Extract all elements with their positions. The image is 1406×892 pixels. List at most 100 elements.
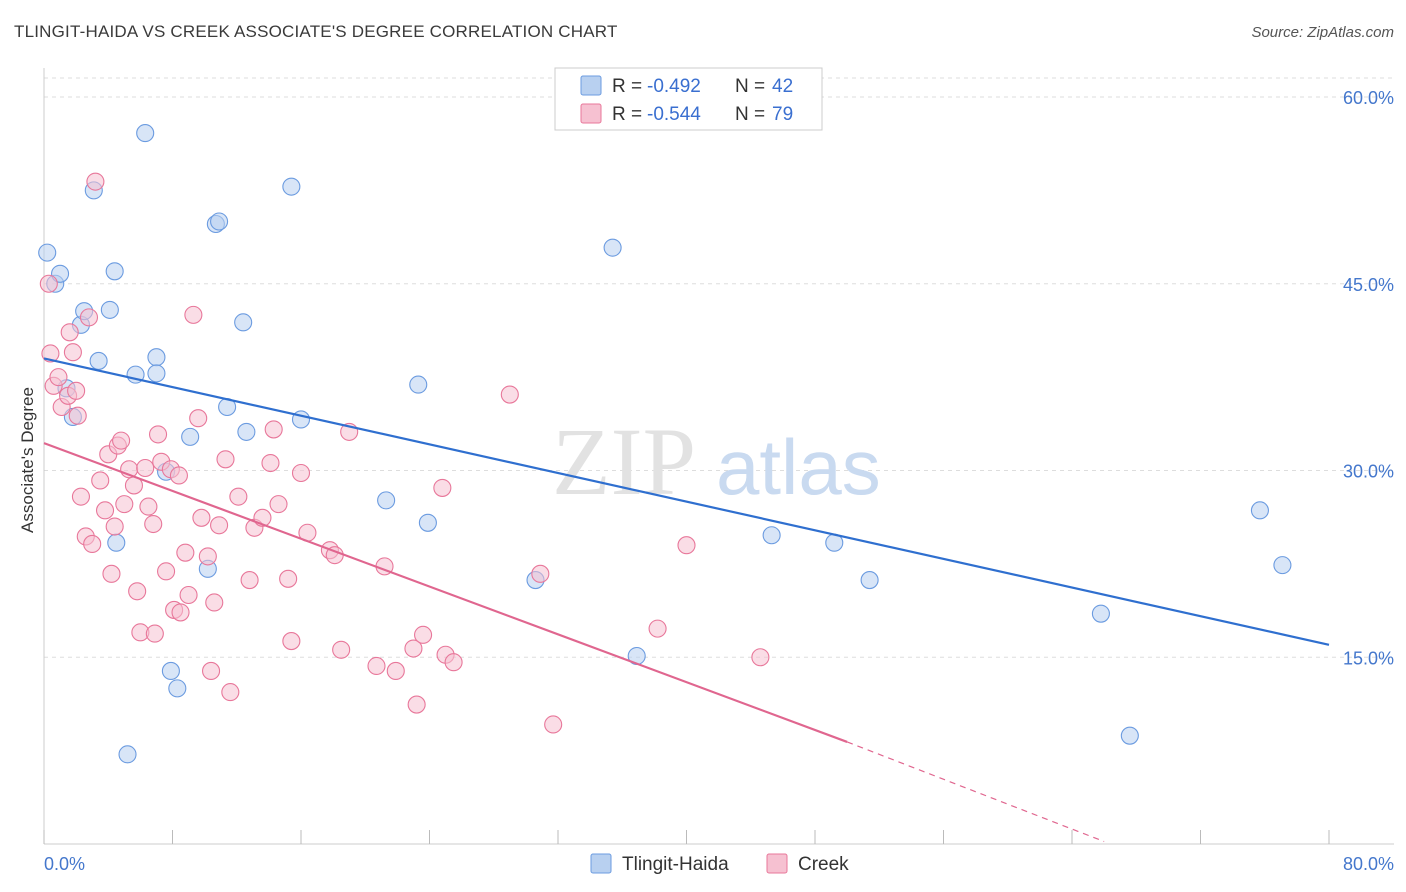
tlingit-haida-point xyxy=(282,177,301,196)
tlingit-haida-point xyxy=(1273,556,1292,575)
tlingit-haida-point xyxy=(418,513,437,532)
creek-point xyxy=(500,385,519,404)
creek-point xyxy=(677,536,696,555)
y-tick-label: 30.0% xyxy=(1343,462,1394,482)
creek-point xyxy=(229,487,248,506)
y-tick-label: 45.0% xyxy=(1343,275,1394,295)
tick-labels: 15.0% 30.0% 45.0% 60.0% 0.0% 80.0% xyxy=(44,88,1394,874)
tlingit-haida-point xyxy=(136,124,155,143)
creek-point xyxy=(144,514,163,534)
watermark-atlas: atlas xyxy=(716,423,881,511)
tlingit-haida-point xyxy=(118,745,137,764)
creek-point xyxy=(751,648,770,667)
legend-r-value: -0.492 xyxy=(647,76,701,97)
tlingit-haida-point xyxy=(1120,726,1139,745)
creek-point xyxy=(433,478,452,497)
creek-trend-line xyxy=(43,442,848,743)
creek-point xyxy=(136,458,155,478)
creek-point xyxy=(68,406,87,425)
creek-point xyxy=(261,453,280,473)
creek-point xyxy=(112,431,131,450)
tlingit-haida-point xyxy=(409,375,428,394)
tlingit-haida-point xyxy=(181,427,200,446)
tlingit-haida-point xyxy=(1091,604,1110,623)
tlingit-haida-point xyxy=(1250,501,1269,520)
tlingit-haida-point xyxy=(603,238,622,257)
creek-point xyxy=(105,517,124,536)
axes: Associate's Degree xyxy=(18,68,1394,845)
creek-point xyxy=(544,715,563,734)
creek-point xyxy=(39,274,58,293)
creek-point xyxy=(198,547,217,566)
creek-point xyxy=(79,308,99,327)
x-tick-label-max: 80.0% xyxy=(1343,854,1394,874)
tlingit-haida-point xyxy=(100,300,119,319)
y-tick-label: 60.0% xyxy=(1343,88,1394,108)
creek-point xyxy=(179,585,198,605)
creek-point xyxy=(282,632,301,651)
bottom-legend: Tlingit-Haida Creek xyxy=(590,853,849,875)
creek-point xyxy=(216,450,235,469)
creek-point xyxy=(386,661,405,680)
bottom-legend-swatch-creek xyxy=(766,853,788,874)
creek-point xyxy=(176,543,195,562)
creek-point xyxy=(49,368,68,387)
legend-swatch-tlingit-haida xyxy=(580,75,602,96)
tlingit-haida-point xyxy=(377,491,396,510)
x-tick-label-min: 0.0% xyxy=(44,854,85,874)
legend-box: R = -0.492 N = 42 R = -0.544 N = 79 xyxy=(554,67,823,131)
creek-point xyxy=(184,305,203,324)
creek-point xyxy=(210,516,229,535)
creek-point xyxy=(407,695,426,714)
tlingit-haida-point xyxy=(107,533,126,552)
creek-point xyxy=(171,603,190,622)
creek-point xyxy=(169,466,188,485)
creek-point xyxy=(279,569,298,588)
chart-source: Source: ZipAtlas.com xyxy=(1251,24,1394,41)
creek-point xyxy=(192,508,211,527)
creek-point xyxy=(145,624,164,643)
creek-point xyxy=(128,582,147,601)
creek-point xyxy=(269,495,288,514)
tlingit-haida-point xyxy=(237,422,256,441)
creek-point xyxy=(139,497,158,516)
creek-point xyxy=(264,420,283,439)
legend-r-value: -0.544 xyxy=(647,104,701,125)
creek-trend-extension xyxy=(846,741,1105,843)
creek-point xyxy=(157,562,176,581)
tlingit-haida-point xyxy=(105,262,124,281)
legend-r-label: R = xyxy=(612,76,642,97)
tlingit-haida-point xyxy=(234,313,253,332)
creek-point xyxy=(91,471,110,490)
creek-point xyxy=(60,323,79,342)
tlingit-haida-point xyxy=(38,243,57,262)
creek-point xyxy=(67,381,86,400)
legend-n-label: N = xyxy=(735,76,765,97)
tlingit-haida-point xyxy=(147,348,166,367)
tlingit-haida-point xyxy=(147,364,166,383)
y-tick-label: 15.0% xyxy=(1343,648,1394,668)
legend-n-value: 42 xyxy=(772,76,793,97)
creek-point xyxy=(63,343,82,362)
legend-swatch-creek xyxy=(580,103,602,124)
y-axis-title: Associate's Degree xyxy=(18,387,37,533)
legend-n-value: 79 xyxy=(772,104,793,125)
creek-point xyxy=(332,640,351,659)
creek-point xyxy=(202,661,221,680)
creek-point xyxy=(71,487,90,506)
creek-point xyxy=(444,653,463,672)
tlingit-haida-point xyxy=(89,351,108,370)
bottom-legend-swatch-tlingit-haida xyxy=(590,853,612,874)
tlingit-haida-point xyxy=(168,679,187,698)
creek-point xyxy=(102,564,121,583)
creek-point xyxy=(414,625,433,644)
creek-point xyxy=(86,172,105,191)
creek-point xyxy=(205,593,224,612)
tlingit-haida-point xyxy=(210,212,229,231)
creek-point xyxy=(221,683,240,702)
creek-point xyxy=(291,463,311,483)
creek-point xyxy=(404,639,423,658)
tlingit-haida-point xyxy=(762,526,781,545)
creek-point xyxy=(148,425,168,444)
creek-point xyxy=(367,656,386,676)
